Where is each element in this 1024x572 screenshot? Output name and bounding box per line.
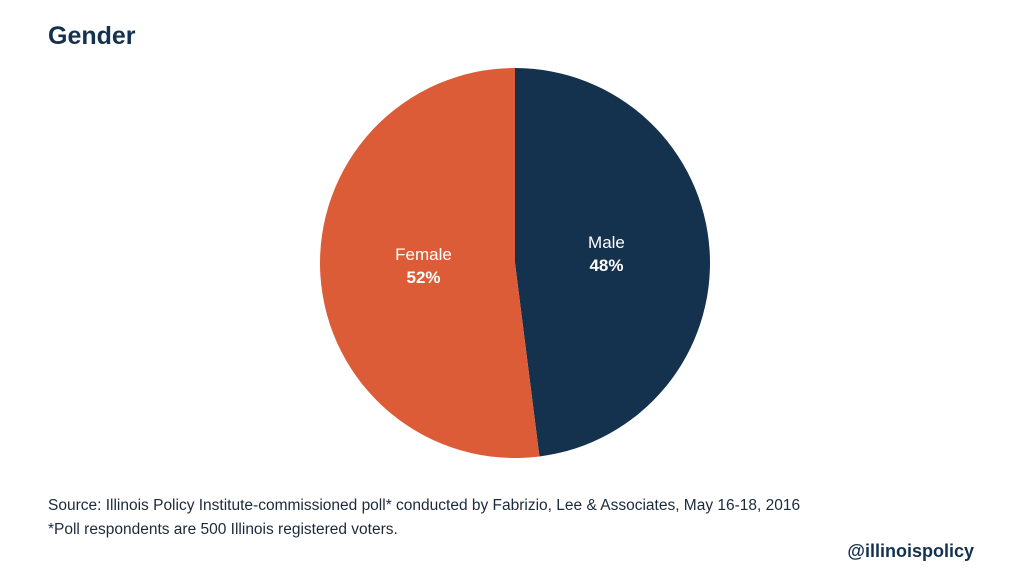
source-line: Source: Illinois Policy Institute-commis… (48, 497, 801, 514)
pie-slice-male (515, 68, 711, 457)
slice-label-male: Male (588, 233, 625, 252)
slice-label-female: Female (395, 245, 452, 264)
chart-title: Gender (48, 22, 136, 50)
slice-value-female: 52% (407, 268, 441, 287)
social-handle: @illinoispolicy (847, 541, 974, 561)
respondents-note: *Poll respondents are 500 Illinois regis… (48, 521, 398, 538)
source-note: Source: Illinois Policy Institute-commis… (48, 494, 800, 542)
slice-value-male: 48% (589, 256, 623, 275)
pie-slice-female (320, 68, 540, 458)
